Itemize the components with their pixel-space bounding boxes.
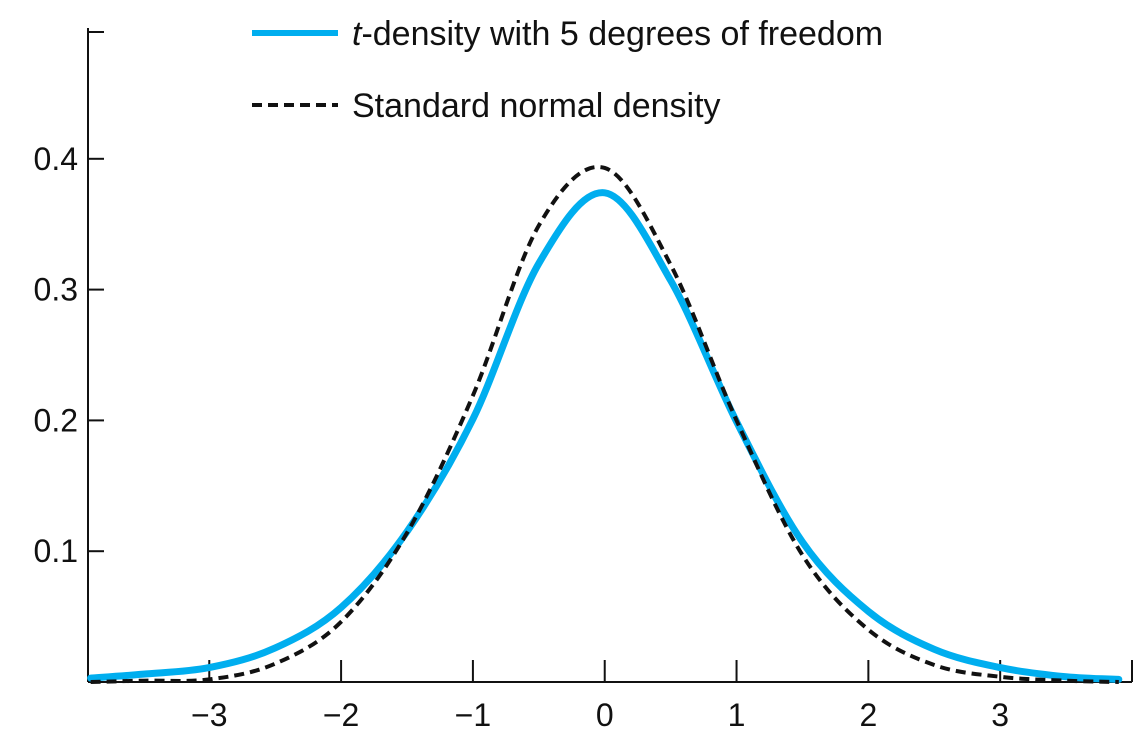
legend-label-t-density-italic: t xyxy=(352,15,363,53)
y-tick-label: 0.3 xyxy=(34,272,78,308)
x-tick-label: 2 xyxy=(859,697,877,732)
x-tick-label: 0 xyxy=(596,697,614,732)
x-tick-label: −2 xyxy=(323,697,359,732)
legend-label-t-density-rest: -density with 5 degrees of freedom xyxy=(361,15,883,53)
series-line-normal xyxy=(90,164,1119,684)
y-ticks: 0.1 0.2 0.3 0.4 xyxy=(34,141,104,569)
series-layer xyxy=(87,164,1123,684)
axes: −3 −2 −1 0 1 2 3 0.1 0.2 0.3 0.4 xyxy=(34,28,1133,732)
x-ticks: −3 −2 −1 0 1 2 3 xyxy=(191,660,1009,732)
x-tick-label: 1 xyxy=(728,697,746,732)
x-tick-label: −1 xyxy=(455,697,491,732)
y-tick-label: 0.4 xyxy=(34,141,78,177)
x-tick-label: −3 xyxy=(191,697,227,732)
x-tick-label: 3 xyxy=(991,697,1009,732)
series-line-t-density xyxy=(87,189,1123,683)
legend-label-normal: Standard normal density xyxy=(352,87,721,125)
legend-label-t-density: t-density with 5 degrees of freedom xyxy=(352,15,883,53)
y-tick-label: 0.1 xyxy=(34,533,78,569)
y-tick-label: 0.2 xyxy=(34,402,78,438)
legend: t-density with 5 degrees of freedom Stan… xyxy=(252,15,883,125)
